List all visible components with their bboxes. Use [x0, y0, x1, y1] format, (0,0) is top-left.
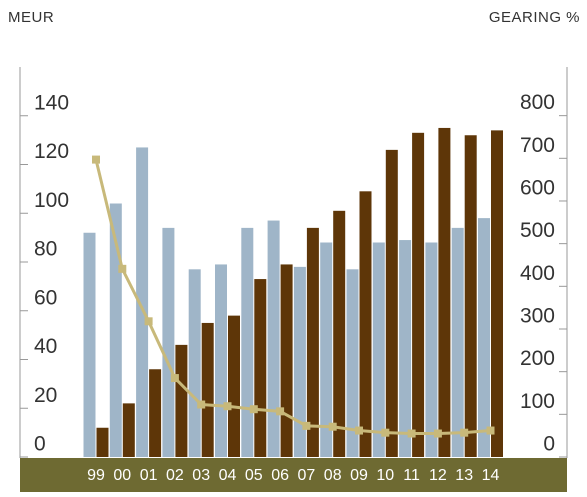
- x-tick-label: 13: [455, 467, 473, 484]
- bar: [359, 191, 372, 457]
- bar: [215, 264, 227, 457]
- bar: [399, 240, 412, 457]
- line-marker: [197, 400, 206, 409]
- line-marker: [486, 426, 495, 435]
- y-tick-label: 20: [34, 384, 57, 407]
- x-tick-label: 10: [376, 467, 394, 484]
- line-marker: [433, 429, 442, 438]
- line-marker: [460, 428, 469, 437]
- x-tick-label: 11: [403, 467, 420, 484]
- bar: [412, 132, 425, 457]
- y-tick-label: 80: [34, 238, 57, 261]
- x-tick-label: 07: [298, 467, 316, 484]
- bar: [306, 227, 319, 457]
- y-axis-title: MEUR: [8, 9, 54, 26]
- line-marker: [92, 155, 100, 164]
- y2-tick-label: 300: [520, 305, 555, 328]
- x-tick-label: 04: [219, 467, 237, 484]
- bar: [149, 369, 162, 457]
- y2-tick-label: 200: [520, 347, 555, 370]
- line-marker: [355, 426, 363, 435]
- y-tick-label: 140: [34, 91, 69, 114]
- y2-tick-label: 0: [543, 433, 555, 456]
- bar: [464, 135, 477, 457]
- bar: [267, 220, 280, 457]
- bar: [175, 344, 188, 457]
- bar: [372, 242, 385, 457]
- bar: [425, 242, 438, 457]
- line-marker: [302, 421, 311, 430]
- y-tick-label: 0: [34, 433, 46, 456]
- bar: [188, 269, 201, 457]
- line-marker: [118, 264, 127, 273]
- y-tick-label: 120: [34, 140, 69, 163]
- line-marker: [328, 422, 337, 431]
- y-tick-label: 40: [34, 335, 57, 358]
- x-tick-label: 00: [113, 467, 131, 484]
- y-tick-label: 100: [34, 189, 69, 212]
- bar: [136, 147, 149, 457]
- bar: [241, 227, 254, 457]
- bar: [346, 269, 359, 457]
- bar: [201, 322, 214, 457]
- y2-axis-title: GEARING %: [489, 9, 580, 26]
- bar: [438, 127, 451, 457]
- x-tick-label: 09: [350, 467, 368, 484]
- line-marker: [249, 405, 258, 414]
- bar: [228, 315, 240, 457]
- y2-tick-label: 800: [520, 91, 555, 114]
- x-tick-label: 12: [429, 467, 447, 484]
- bar: [254, 279, 267, 457]
- line: [94, 159, 491, 436]
- y2-tick-label: 600: [520, 177, 555, 200]
- x-tick-label: 08: [324, 467, 342, 484]
- y-tick-label: 60: [34, 286, 57, 309]
- bar: [320, 242, 333, 457]
- x-tick-label: 01: [140, 467, 158, 484]
- line-marker: [276, 407, 285, 416]
- x-tick-label: 99: [87, 467, 105, 484]
- x-tick-label: 03: [192, 467, 210, 484]
- x-tick-label: 06: [271, 467, 289, 484]
- y2-tick-label: 100: [520, 390, 555, 413]
- bar: [451, 227, 464, 457]
- bar: [162, 227, 175, 457]
- category-band: [20, 458, 567, 492]
- line-marker: [170, 374, 179, 383]
- bar: [491, 130, 503, 457]
- bar: [333, 210, 346, 457]
- y2-tick-label: 700: [520, 134, 555, 157]
- x-tick-label: 14: [482, 467, 500, 484]
- bar: [280, 264, 293, 457]
- x-tick-label: 05: [245, 467, 263, 484]
- bar: [293, 266, 306, 457]
- line-marker: [144, 317, 153, 326]
- bar: [478, 218, 490, 457]
- bar: [96, 427, 109, 457]
- y2-tick-label: 400: [520, 262, 555, 285]
- line-marker: [223, 402, 232, 411]
- x-tick-label: 02: [166, 467, 184, 484]
- y2-tick-label: 500: [520, 219, 555, 242]
- bar: [122, 403, 135, 457]
- bar: [385, 149, 398, 457]
- line-marker: [407, 429, 416, 438]
- line-marker: [381, 428, 390, 437]
- bar: [83, 232, 96, 457]
